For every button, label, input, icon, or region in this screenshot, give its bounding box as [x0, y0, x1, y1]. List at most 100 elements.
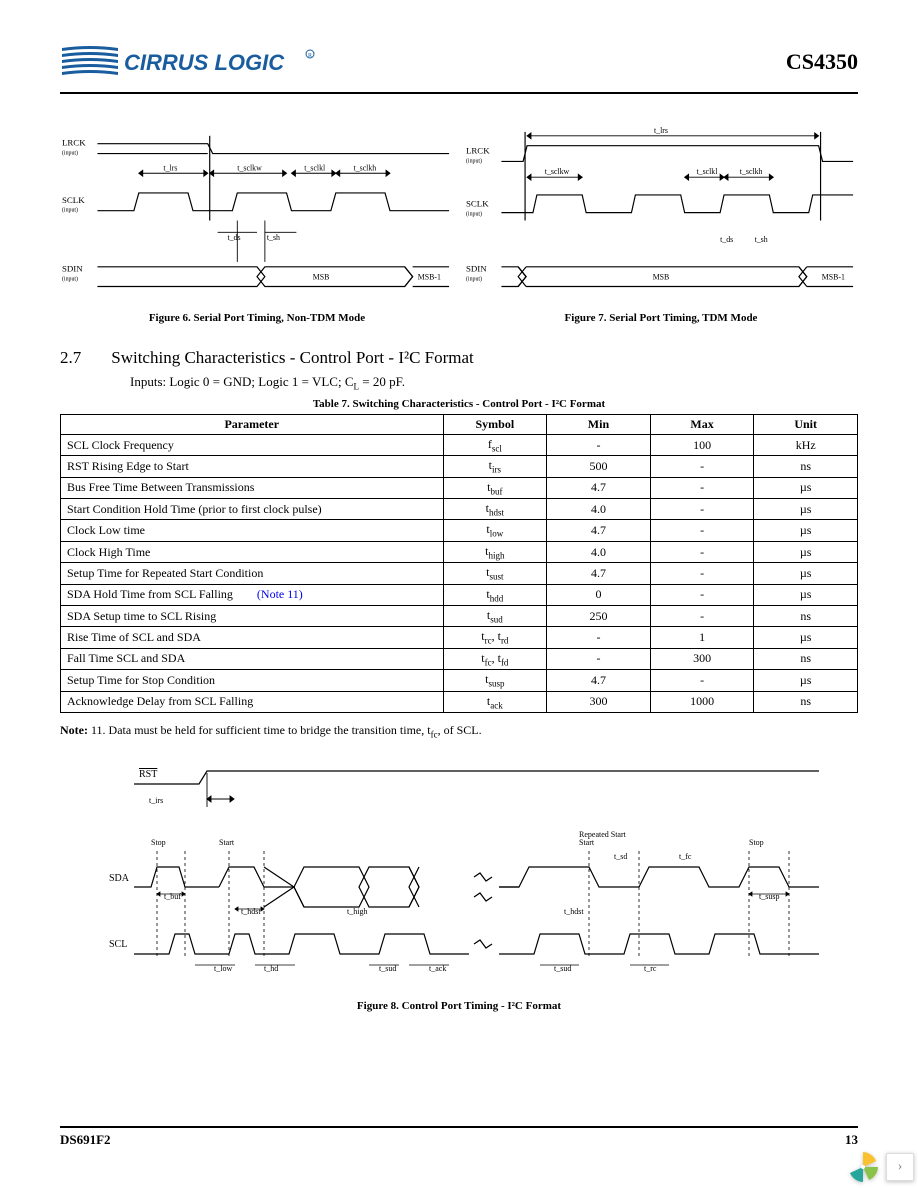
- logo-text: CIRRUS LOGIC: [124, 50, 285, 75]
- note-11: Note: 11. Data must be held for sufficie…: [60, 723, 858, 739]
- param-cell: RST Rising Edge to Start: [61, 456, 444, 477]
- svg-text:t_sclkh: t_sclkh: [740, 167, 763, 176]
- figure-7: LRCK (input) SCLK (input) SDIN (input): [464, 124, 858, 324]
- max-cell: -: [650, 563, 754, 584]
- table-row: Acknowledge Delay from SCL Fallingtack30…: [61, 691, 858, 712]
- svg-text:SCL: SCL: [109, 939, 127, 950]
- svg-text:MSB: MSB: [313, 273, 330, 282]
- symbol-cell: tirs: [443, 456, 547, 477]
- unit-cell: µs: [754, 520, 858, 541]
- svg-text:t_sclkl: t_sclkl: [696, 167, 718, 176]
- svg-text:R: R: [308, 53, 312, 59]
- svg-text:SDA: SDA: [109, 873, 130, 884]
- note-link[interactable]: (Note 11): [233, 587, 303, 601]
- min-cell: 4.7: [547, 520, 651, 541]
- note-text-a: Data must be held for sufficient time to…: [109, 723, 431, 737]
- svg-text:LRCK: LRCK: [466, 146, 490, 156]
- svg-text:t_fc: t_fc: [679, 852, 692, 861]
- min-cell: -: [547, 648, 651, 669]
- table-header-cell: Min: [547, 414, 651, 434]
- pinwheel-icon[interactable]: [846, 1150, 880, 1184]
- fig8-diagram: RST SDA SCL Stop Start Repeated Start St…: [79, 759, 839, 989]
- max-cell: -: [650, 456, 754, 477]
- section-heading: 2.7 Switching Characteristics - Control …: [60, 348, 858, 368]
- symbol-cell: trc, trd: [443, 627, 547, 648]
- section-number: 2.7: [60, 348, 81, 368]
- fig7-diagram: LRCK (input) SCLK (input) SDIN (input): [464, 124, 858, 301]
- symbol-cell: tfc, tfd: [443, 648, 547, 669]
- table-row: Setup Time for Repeated Start Conditiont…: [61, 563, 858, 584]
- table-header-cell: Symbol: [443, 414, 547, 434]
- symbol-cell: tsusp: [443, 670, 547, 691]
- table-row: SCL Clock Frequencyfscl-100kHz: [61, 434, 858, 455]
- chevron-right-icon: ›: [898, 1159, 903, 1175]
- svg-text:(input): (input): [62, 207, 78, 214]
- svg-text:t_hdst: t_hdst: [564, 907, 584, 916]
- param-cell: Setup Time for Repeated Start Condition: [61, 563, 444, 584]
- svg-text:t_sd: t_sd: [614, 852, 627, 861]
- symbol-cell: thdd: [443, 584, 547, 605]
- table-header-row: ParameterSymbolMinMaxUnit: [61, 414, 858, 434]
- param-cell: SDA Setup time to SCL Rising: [61, 606, 444, 627]
- svg-text:(input): (input): [62, 276, 78, 283]
- unit-cell: µs: [754, 499, 858, 520]
- page-header: CIRRUS LOGIC R CS4350: [60, 40, 858, 94]
- svg-text:t_sh: t_sh: [755, 235, 768, 244]
- svg-text:(input): (input): [466, 276, 482, 283]
- doc-number: DS691F2: [60, 1132, 111, 1148]
- symbol-cell: thdst: [443, 499, 547, 520]
- timing-figures-row: LRCK (input) SCLK (input) SDIN (input): [60, 124, 858, 324]
- svg-text:t_sclkh: t_sclkh: [354, 163, 377, 172]
- min-cell: 0: [547, 584, 651, 605]
- table-header-cell: Parameter: [61, 414, 444, 434]
- next-page-button[interactable]: ›: [886, 1153, 914, 1181]
- table-header-cell: Unit: [754, 414, 858, 434]
- spec-table: ParameterSymbolMinMaxUnit SCL Clock Freq…: [60, 414, 858, 713]
- table-header-cell: Max: [650, 414, 754, 434]
- svg-text:Start: Start: [579, 838, 595, 847]
- svg-text:Stop: Stop: [749, 838, 764, 847]
- unit-cell: µs: [754, 584, 858, 605]
- max-cell: -: [650, 670, 754, 691]
- note-label: Note:: [60, 723, 88, 737]
- svg-text:t_sclkw: t_sclkw: [545, 167, 570, 176]
- min-cell: 4.7: [547, 477, 651, 498]
- max-cell: -: [650, 520, 754, 541]
- max-cell: -: [650, 541, 754, 562]
- figure-6: LRCK (input) SCLK (input) SDIN (input): [60, 124, 454, 324]
- max-cell: -: [650, 499, 754, 520]
- param-cell: Acknowledge Delay from SCL Falling: [61, 691, 444, 712]
- unit-cell: µs: [754, 541, 858, 562]
- param-cell: Fall Time SCL and SDA: [61, 648, 444, 669]
- symbol-cell: tsud: [443, 606, 547, 627]
- param-cell: Start Condition Hold Time (prior to firs…: [61, 499, 444, 520]
- svg-text:MSB-1: MSB-1: [418, 273, 441, 282]
- table-row: Clock Low timetlow4.7-µs: [61, 520, 858, 541]
- svg-text:t_buf: t_buf: [164, 892, 181, 901]
- svg-text:SCLK: SCLK: [62, 195, 85, 205]
- svg-text:LRCK: LRCK: [62, 138, 86, 148]
- section-title: Switching Characteristics - Control Port…: [111, 348, 474, 368]
- table-row: Fall Time SCL and SDAtfc, tfd-300ns: [61, 648, 858, 669]
- max-cell: 1: [650, 627, 754, 648]
- param-cell: SDA Hold Time from SCL Falling (Note 11): [61, 584, 444, 605]
- cirrus-logo-icon: CIRRUS LOGIC R: [60, 40, 320, 84]
- svg-text:Stop: Stop: [151, 838, 166, 847]
- symbol-cell: tack: [443, 691, 547, 712]
- svg-text:SDIN: SDIN: [62, 264, 83, 274]
- svg-text:t_high: t_high: [347, 907, 367, 916]
- fig7-caption: Figure 7. Serial Port Timing, TDM Mode: [464, 312, 858, 324]
- table-row: Start Condition Hold Time (prior to firs…: [61, 499, 858, 520]
- min-cell: 300: [547, 691, 651, 712]
- unit-cell: µs: [754, 627, 858, 648]
- svg-text:t_hdst: t_hdst: [241, 907, 261, 916]
- param-cell: Clock High Time: [61, 541, 444, 562]
- unit-cell: µs: [754, 477, 858, 498]
- fig6-diagram: LRCK (input) SCLK (input) SDIN (input): [60, 124, 454, 301]
- svg-text:SDIN: SDIN: [466, 264, 487, 274]
- max-cell: -: [650, 584, 754, 605]
- svg-text:MSB-1: MSB-1: [822, 273, 845, 282]
- param-cell: SCL Clock Frequency: [61, 434, 444, 455]
- max-cell: -: [650, 477, 754, 498]
- svg-text:SCLK: SCLK: [466, 199, 489, 209]
